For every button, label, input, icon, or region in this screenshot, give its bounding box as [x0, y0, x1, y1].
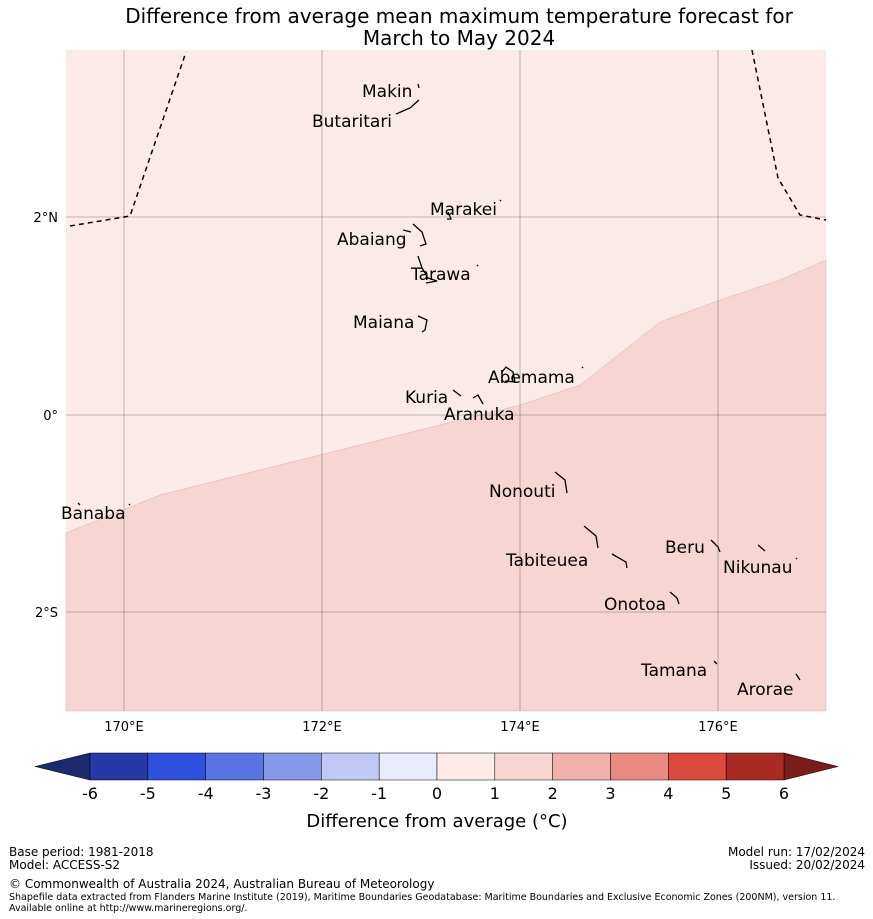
colorbar-segment	[436, 752, 496, 781]
colorbar-segment	[89, 752, 149, 781]
lon-tick: 176°E	[698, 720, 738, 735]
footer-left: Base period: 1981-2018 Model: ACCESS-S2	[9, 846, 154, 872]
place-banaba: Banaba	[61, 504, 125, 524]
place-nikunau: Nikunau	[723, 558, 793, 578]
place-abaiang: Abaiang	[337, 230, 407, 250]
colorbar-tick: -4	[198, 784, 214, 803]
place-marakei: Marakei	[430, 200, 497, 220]
lon-tick: 170°E	[104, 720, 144, 735]
colorbar-tick: -2	[313, 784, 329, 803]
source-note: Shapefile data extracted from Flanders M…	[9, 892, 836, 914]
place-labels: Makin Butaritari Marakei Abaiang Tarawa …	[61, 82, 794, 700]
place-nonouti: Nonouti	[489, 482, 555, 502]
colorbar-tick: 3	[605, 784, 615, 803]
colorbar-segment	[263, 752, 322, 781]
colorbar-segment	[610, 752, 669, 781]
colorbar-segment	[668, 752, 727, 781]
place-tamana: Tamana	[640, 661, 707, 681]
place-onotoa: Onotoa	[604, 595, 666, 615]
colorbar-tick: -6	[82, 784, 98, 803]
place-beru: Beru	[665, 538, 705, 558]
colorbar-segment	[552, 752, 611, 781]
colorbar-tick: 6	[779, 784, 789, 803]
colorbar-over-arrow	[783, 752, 839, 781]
place-tabiteuea: Tabiteuea	[505, 551, 588, 571]
colorbar-segment	[494, 752, 553, 781]
base-period: Base period: 1981-2018	[9, 845, 154, 859]
gridlines	[66, 50, 826, 711]
lat-tick: 2°S	[35, 606, 58, 621]
lon-tick: 172°E	[302, 720, 342, 735]
place-butaritari: Butaritari	[312, 112, 392, 132]
model-run: Model run: 17/02/2024	[727, 845, 865, 859]
colorbar-tick: -1	[371, 784, 387, 803]
colorbar-under-arrow	[34, 752, 91, 781]
island-outlines	[77, 83, 801, 681]
colorbar-tick: 5	[721, 784, 731, 803]
colorbar-segment	[147, 752, 206, 781]
title-line-2: March to May 2024	[362, 26, 556, 50]
place-abemama: Abemama	[488, 368, 575, 388]
map-panel: Makin Butaritari Marakei Abaiang Tarawa …	[34, 49, 827, 735]
place-kuria: Kuria	[405, 388, 448, 408]
eez-boundaries	[69, 49, 827, 227]
lat-tick: 0°	[43, 409, 58, 424]
colorbar-tick: 0	[432, 784, 442, 803]
lon-tick: 174°E	[500, 720, 540, 735]
colorbar-tick: 1	[490, 784, 500, 803]
colorbar: -6 -5 -4 -3 -2 -1 0 1 2 3 4 5 6	[34, 752, 839, 803]
place-makin: Makin	[362, 82, 412, 102]
colorbar-segment	[205, 752, 264, 781]
copyright: © Commonwealth of Australia 2024, Austra…	[9, 877, 435, 891]
place-maiana: Maiana	[353, 313, 414, 333]
model-name: Model: ACCESS-S2	[9, 858, 121, 872]
footer-right: Model run: 17/02/2024 Issued: 20/02/2024	[728, 846, 865, 872]
colorbar-tick: -5	[140, 784, 156, 803]
colorbar-segment	[725, 752, 785, 781]
anomaly-1-2-region	[65, 259, 827, 712]
colorbar-tick: 2	[548, 784, 558, 803]
colorbar-tick: -3	[256, 784, 272, 803]
colorbar-segment	[321, 752, 380, 781]
colorbar-label: Difference from average (°C)	[306, 811, 567, 832]
colorbar-segment	[378, 752, 438, 781]
title-line-1: Difference from average mean maximum tem…	[125, 4, 793, 28]
figure-title: Difference from average mean maximum tem…	[0, 5, 873, 49]
place-aranuka: Aranuka	[444, 405, 515, 425]
place-tarawa: Tarawa	[410, 265, 471, 285]
colorbar-tick: 4	[663, 784, 673, 803]
issued-date: Issued: 20/02/2024	[749, 858, 865, 872]
axis-ticks: 170°E 172°E 174°E 176°E 2°N 0° 2°S	[34, 211, 738, 735]
lat-tick: 2°N	[34, 211, 59, 226]
place-arorae: Arorae	[737, 680, 794, 700]
